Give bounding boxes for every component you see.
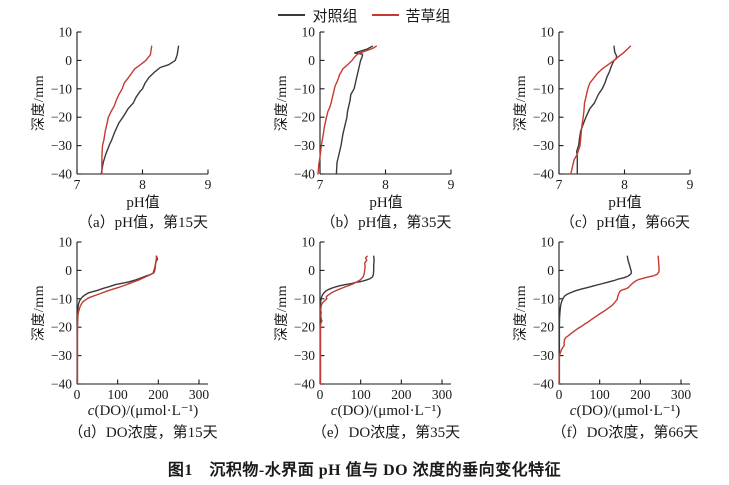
svg-text:0: 0: [308, 53, 315, 68]
plot-canvas-b: 10 0 −10 −20 −30 −407 8 9: [294, 26, 455, 192]
x-axis-label: pH值: [608, 195, 642, 211]
svg-text:10: 10: [541, 236, 555, 250]
plot-canvas-f: 100−10−20−30−400 100 200 300: [533, 236, 692, 402]
svg-text:−20: −20: [533, 320, 554, 335]
svg-text:−10: −10: [51, 81, 72, 96]
svg-text:8: 8: [139, 177, 146, 192]
svg-text:8: 8: [621, 177, 628, 192]
vallisneria-line-swatch: [371, 14, 399, 16]
svg-text:100: 100: [351, 387, 372, 402]
svg-text:−20: −20: [51, 320, 72, 335]
svg-text:7: 7: [317, 177, 324, 192]
svg-text:−20: −20: [294, 110, 315, 125]
plot-canvas-a: 10 0 −10 −20 −30 −407 8 9: [51, 26, 212, 192]
figure-legend: 对照组 苦草组: [0, 4, 729, 26]
svg-text:9: 9: [448, 177, 455, 192]
svg-text:10: 10: [302, 236, 316, 250]
svg-text:−30: −30: [294, 138, 315, 153]
subplot-e-do-day35: 深度/mm 10 0 −10 −20 −30 −40 0 100 200 300 c(DO)/(μ…: [272, 236, 482, 446]
subplot-caption-f: （f）DO浓度，第66天: [551, 425, 699, 441]
svg-text:0: 0: [308, 263, 315, 278]
svg-text:−10: −10: [51, 291, 72, 306]
svg-text:10: 10: [302, 26, 316, 40]
svg-text:0: 0: [547, 263, 554, 278]
subplot-f-do-day66: 深度/mm 10 0 −10 −20 −30 −40 0 100 200 300 c(DO)/(μ…: [511, 236, 721, 446]
subplot-c-ph-day66: 深度/mm 10 0 −10 −20 −30 −40 7 8 9 pH值 （c）pH值，第66天: [511, 26, 721, 236]
svg-text:−30: −30: [533, 138, 554, 153]
control-line-swatch: [278, 14, 306, 16]
figure-caption: 图1 沉积物-水界面 pH 值与 DO 浓度的垂向变化特征: [167, 462, 562, 479]
svg-text:0: 0: [547, 53, 554, 68]
svg-text:−40: −40: [51, 377, 72, 392]
svg-text:−10: −10: [294, 291, 315, 306]
svg-text:−40: −40: [294, 167, 315, 182]
svg-text:10: 10: [59, 26, 73, 40]
legend-label-vallisneria: 苦草组: [405, 8, 451, 25]
svg-text:100: 100: [590, 387, 611, 402]
svg-text:10: 10: [541, 26, 555, 40]
svg-text:200: 200: [391, 387, 412, 402]
svg-text:−20: −20: [294, 320, 315, 335]
subplot-caption-b: （b）pH值，第35天: [320, 215, 452, 231]
x-axis-label: c(DO)/(μmol·L⁻¹): [87, 403, 199, 419]
subplot-a-ph-day15: 深度/mm 10 0 −10 −20 −30 −40 7 8 9 pH值 （a）pH值，第15天: [29, 26, 239, 236]
subplot-caption-e: （e）DO浓度，第35天: [311, 425, 461, 441]
svg-text:−40: −40: [533, 167, 554, 182]
svg-text:−30: −30: [51, 348, 72, 363]
subplot-caption-a: （a）pH值，第15天: [78, 215, 208, 231]
svg-text:−40: −40: [51, 167, 72, 182]
svg-text:8: 8: [382, 177, 389, 192]
svg-text:7: 7: [556, 177, 563, 192]
svg-text:0: 0: [65, 53, 72, 68]
svg-text:300: 300: [189, 387, 210, 402]
legend-item-vallisneria: 苦草组: [371, 5, 451, 26]
svg-text:−30: −30: [533, 348, 554, 363]
svg-text:200: 200: [148, 387, 169, 402]
svg-text:0: 0: [556, 387, 563, 402]
x-axis-label: c(DO)/(μmol·L⁻¹): [330, 403, 442, 419]
svg-text:200: 200: [630, 387, 651, 402]
svg-text:−40: −40: [533, 377, 554, 392]
subplot-b-ph-day35: 深度/mm 10 0 −10 −20 −30 −40 7 8 9 pH值 （b）pH值，第35天: [272, 26, 482, 236]
svg-text:100: 100: [108, 387, 128, 402]
svg-text:−30: −30: [294, 348, 315, 363]
legend-item-control: 对照组: [278, 5, 358, 26]
svg-text:−20: −20: [51, 110, 72, 125]
svg-text:−10: −10: [533, 291, 554, 306]
subplot-d-do-day15: 深度/mm 10 0 −10 −20 −30 −40 0 100 200 300 c(DO)/(μ…: [29, 236, 239, 446]
x-axis-label: c(DO)/(μmol·L⁻¹): [569, 403, 681, 419]
svg-text:300: 300: [432, 387, 453, 402]
svg-text:−40: −40: [294, 377, 315, 392]
svg-text:0: 0: [74, 387, 81, 402]
svg-text:−20: −20: [533, 110, 554, 125]
svg-text:0: 0: [65, 263, 72, 278]
subplot-caption-c: （c）pH值，第66天: [560, 215, 690, 231]
svg-text:−10: −10: [533, 81, 554, 96]
svg-text:10: 10: [59, 236, 73, 250]
x-axis-label: pH值: [126, 195, 160, 211]
svg-text:7: 7: [74, 177, 81, 192]
subplot-caption-d: （d）DO浓度，第15天: [68, 425, 218, 441]
svg-text:9: 9: [687, 177, 694, 192]
svg-text:9: 9: [205, 177, 212, 192]
svg-text:−30: −30: [51, 138, 72, 153]
svg-text:300: 300: [671, 387, 692, 402]
plot-canvas-e: 100−10−20−30−400 100 200 300: [294, 236, 453, 402]
legend-label-control: 对照组: [312, 8, 358, 25]
plot-canvas-d: 100−10−20−30−400 100 200 300: [51, 236, 210, 402]
svg-text:0: 0: [317, 387, 324, 402]
plot-canvas-c: 10 0 −10 −20 −30 −407 8 9: [533, 26, 694, 192]
svg-text:−10: −10: [294, 81, 315, 96]
x-axis-label: pH值: [369, 195, 403, 211]
